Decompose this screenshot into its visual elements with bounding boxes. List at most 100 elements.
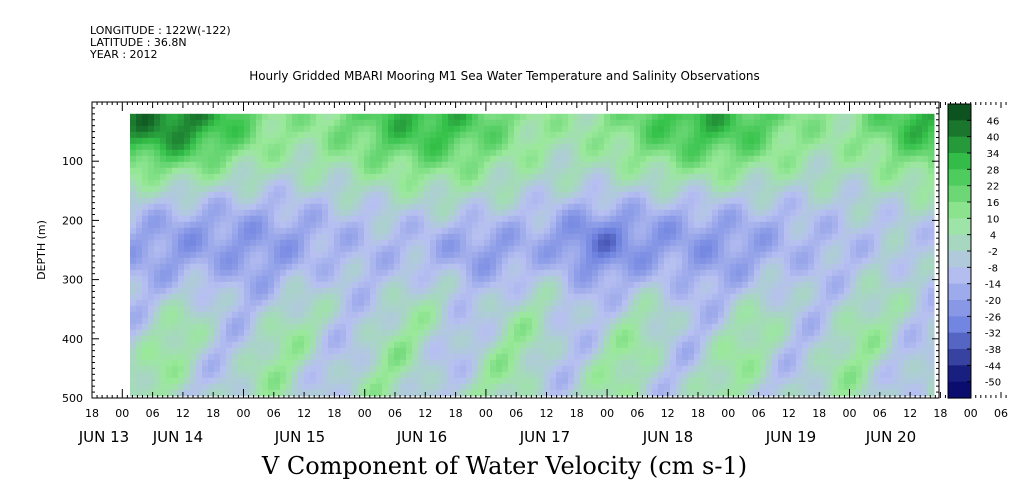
heatmap-cell [688,233,695,241]
heatmap-cell [700,389,707,397]
heatmap-cell [160,239,167,247]
heatmap-cell [412,227,419,235]
heatmap-cell [430,131,437,139]
heatmap-cell [370,191,377,199]
heatmap-cell [400,359,407,367]
heatmap-cell [220,389,227,397]
heatmap-cell [256,251,263,259]
heatmap-cell [358,257,365,265]
heatmap-cell [556,227,563,235]
heatmap-cell [136,281,143,289]
heatmap-cell [142,275,149,283]
heatmap-cell [184,347,191,355]
heatmap-cell [244,161,251,169]
heatmap-cell [232,251,239,259]
heatmap-cell [274,251,281,259]
heatmap-cell [736,167,743,175]
heatmap-cell [388,359,395,367]
heatmap-cell [556,311,563,319]
heatmap-cell [298,371,305,379]
heatmap-cell [580,251,587,259]
heatmap-cell [616,347,623,355]
heatmap-cell [586,125,593,133]
heatmap-cell [154,299,161,307]
heatmap-cell [634,299,641,307]
heatmap-cell [736,275,743,283]
heatmap-cell [376,347,383,355]
heatmap-cell [742,257,749,265]
heatmap-cell [742,221,749,229]
heatmap-cell [466,281,473,289]
heatmap-cell [364,311,371,319]
heatmap-cell [364,335,371,343]
heatmap-cell [538,131,545,139]
heatmap-cell [190,281,197,289]
heatmap-cell [460,335,467,343]
heatmap-cell [406,215,413,223]
heatmap-cell [658,215,665,223]
heatmap-cell [640,341,647,349]
heatmap-cell [592,209,599,217]
heatmap-cell [442,137,449,145]
heatmap-cell [742,173,749,181]
heatmap-cell [706,203,713,211]
heatmap-cell [334,335,341,343]
heatmap-cell [292,263,299,271]
heatmap-cell [754,269,761,277]
heatmap-cell [394,233,401,241]
heatmap-cell [292,323,299,331]
heatmap-cell [412,191,419,199]
heatmap-cell [568,161,575,169]
heatmap-cell [472,233,479,241]
heatmap-cell [592,131,599,139]
heatmap-cell [334,149,341,157]
heatmap-cell [130,203,137,211]
heatmap-cell [340,233,347,241]
heatmap-cell [310,371,317,379]
heatmap-cell [376,119,383,127]
heatmap-cell [658,263,665,271]
heatmap-cell [754,251,761,259]
heatmap-cell [130,125,137,133]
heatmap-cell [640,113,647,121]
heatmap-cell [364,275,371,283]
heatmap-cell [580,209,587,217]
heatmap-cell [400,353,407,361]
heatmap-cell [268,377,275,385]
heatmap-cell [646,143,653,151]
heatmap-cell [724,221,731,229]
heatmap-cell [622,203,629,211]
heatmap-cell [754,137,761,145]
heatmap-cell [652,293,659,301]
heatmap-cell [640,221,647,229]
heatmap-cell [298,389,305,397]
heatmap-cell [742,119,749,127]
heatmap-cell [136,149,143,157]
heatmap-cell [484,227,491,235]
heatmap-cell [430,299,437,307]
heatmap-cell [568,365,575,373]
heatmap-cell [484,197,491,205]
heatmap-cell [688,197,695,205]
heatmap-cell [700,185,707,193]
heatmap-cell [682,113,689,121]
heatmap-cell [508,173,515,181]
heatmap-cell [580,167,587,175]
heatmap-cell [304,347,311,355]
heatmap-cell [724,305,731,313]
heatmap-cell [142,257,149,265]
heatmap-cell [274,167,281,175]
heatmap-cell [214,311,221,319]
heatmap-cell [232,221,239,229]
heatmap-cell [580,263,587,271]
heatmap-cell [292,335,299,343]
heatmap-cell [184,341,191,349]
heatmap-cell [592,263,599,271]
heatmap-cell [604,347,611,355]
heatmap-cell [256,335,263,343]
heatmap-cell [286,281,293,289]
heatmap-cell [202,323,209,331]
heatmap-cell [502,161,509,169]
heatmap-cell [238,191,245,199]
heatmap-cell [376,329,383,337]
